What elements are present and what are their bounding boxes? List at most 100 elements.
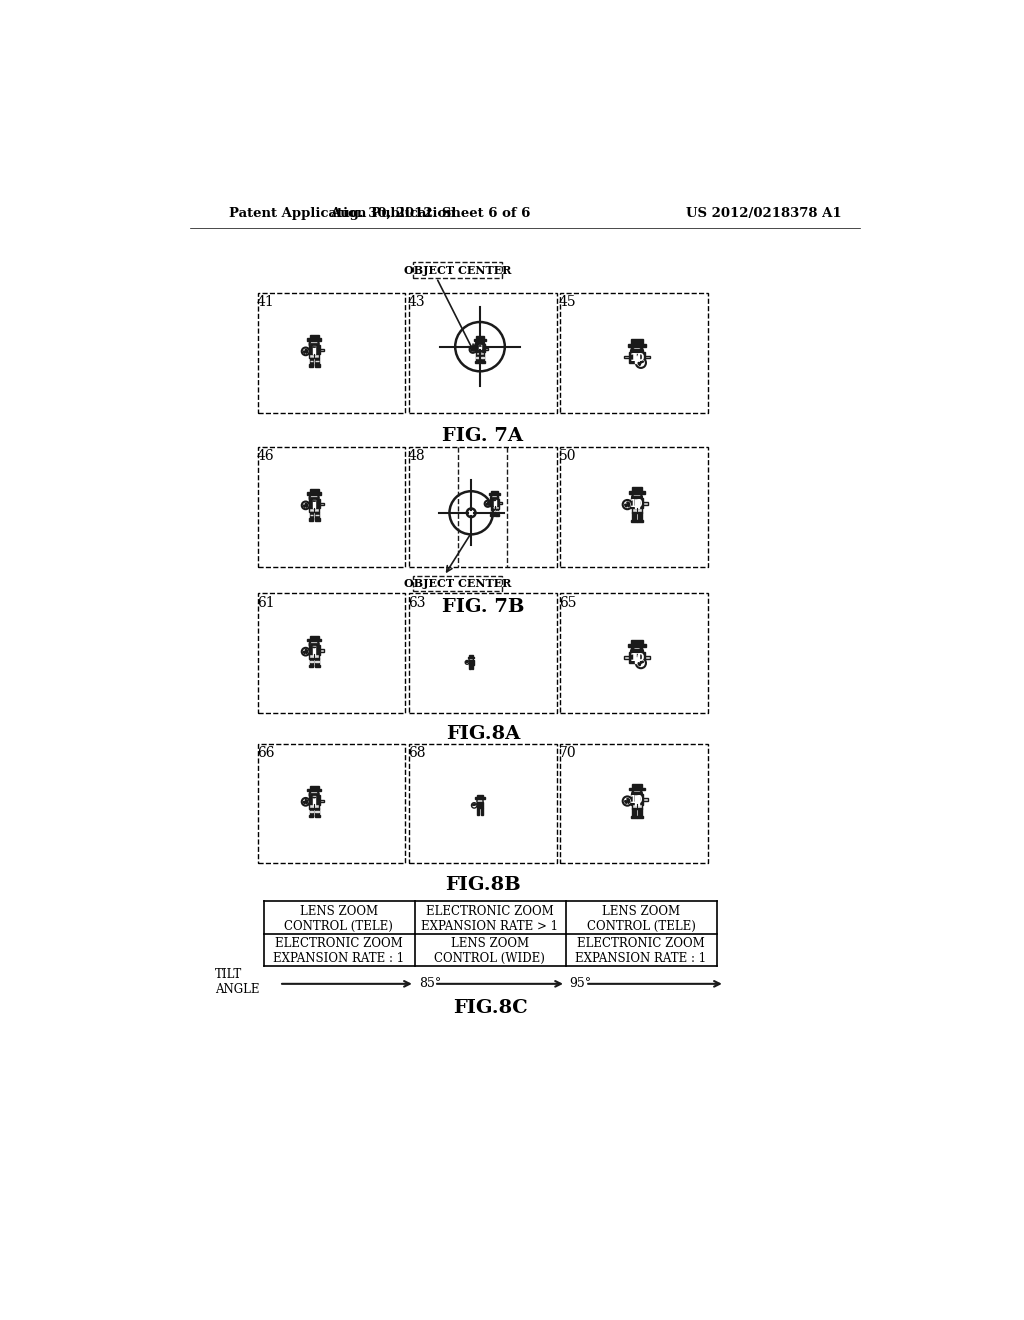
Text: ELECTRONIC ZOOM
EXPANSION RATE > 1: ELECTRONIC ZOOM EXPANSION RATE > 1 — [422, 904, 558, 932]
Circle shape — [631, 647, 643, 657]
Bar — [308, 645, 319, 655]
Bar — [472, 347, 475, 350]
Wedge shape — [486, 503, 487, 506]
Bar — [307, 639, 322, 642]
Text: 43: 43 — [408, 296, 425, 309]
Text: ELECTRONIC ZOOM
EXPANSION RATE : 1: ELECTRONIC ZOOM EXPANSION RATE : 1 — [273, 937, 404, 965]
Bar — [632, 808, 636, 817]
Circle shape — [484, 500, 490, 507]
Bar — [630, 352, 645, 363]
Bar — [315, 814, 319, 817]
Text: 95°: 95° — [569, 977, 592, 990]
Wedge shape — [628, 801, 630, 804]
Bar — [308, 665, 313, 667]
Wedge shape — [640, 360, 643, 363]
Wedge shape — [305, 800, 307, 801]
Bar — [309, 512, 313, 519]
Bar — [481, 808, 483, 814]
Text: 61: 61 — [257, 595, 274, 610]
Wedge shape — [305, 351, 308, 354]
Bar — [308, 345, 319, 355]
Text: 10: 10 — [630, 653, 645, 663]
Bar — [496, 508, 499, 515]
Bar — [630, 788, 645, 791]
Text: 65: 65 — [559, 595, 577, 610]
Bar — [309, 358, 313, 366]
Bar — [630, 491, 645, 494]
Circle shape — [490, 494, 499, 502]
Circle shape — [309, 789, 318, 799]
Text: FIG.8B: FIG.8B — [445, 875, 521, 894]
Circle shape — [476, 339, 484, 347]
Bar — [496, 515, 499, 516]
Bar — [258, 743, 406, 863]
Bar — [319, 800, 324, 801]
Text: US 2012/0218378 A1: US 2012/0218378 A1 — [686, 207, 842, 220]
Text: 50: 50 — [559, 449, 577, 463]
Wedge shape — [305, 503, 307, 506]
Bar — [304, 649, 308, 652]
Bar — [643, 799, 648, 801]
Bar — [309, 657, 313, 665]
Wedge shape — [303, 651, 305, 653]
Wedge shape — [638, 663, 641, 665]
Bar — [315, 358, 318, 366]
Bar — [414, 263, 503, 277]
Bar — [631, 816, 637, 818]
Circle shape — [636, 358, 646, 368]
Bar — [410, 594, 557, 713]
Circle shape — [631, 346, 643, 358]
Bar — [469, 655, 473, 657]
Bar — [319, 649, 324, 652]
Bar — [414, 576, 503, 591]
Bar — [307, 338, 322, 341]
Wedge shape — [487, 504, 489, 506]
Bar — [625, 355, 630, 358]
Bar — [645, 355, 650, 358]
Bar — [626, 502, 631, 504]
Bar — [258, 293, 406, 412]
Bar — [490, 499, 499, 506]
Wedge shape — [473, 350, 475, 351]
Bar — [308, 499, 319, 508]
Text: OBJECT CENTER: OBJECT CENTER — [404, 264, 511, 276]
Wedge shape — [472, 347, 474, 350]
Circle shape — [302, 799, 309, 805]
Bar — [315, 808, 318, 816]
Text: 10: 10 — [630, 499, 644, 508]
Text: 46: 46 — [257, 449, 274, 463]
Bar — [475, 360, 479, 363]
Bar — [638, 512, 642, 520]
Wedge shape — [305, 801, 308, 804]
Bar — [490, 508, 494, 515]
Bar — [476, 337, 484, 339]
Bar — [309, 335, 318, 338]
Bar — [309, 653, 319, 659]
Bar — [631, 498, 643, 508]
Wedge shape — [305, 350, 307, 351]
Text: 41: 41 — [257, 296, 274, 309]
Circle shape — [469, 657, 473, 661]
Bar — [410, 743, 557, 863]
Bar — [410, 293, 557, 412]
Circle shape — [471, 803, 477, 808]
Circle shape — [470, 346, 476, 352]
Bar — [636, 652, 639, 663]
Bar — [315, 519, 319, 521]
Text: Patent Application Publication: Patent Application Publication — [228, 207, 456, 220]
Wedge shape — [640, 660, 643, 663]
Text: LENS ZOOM
CONTROL (TELE): LENS ZOOM CONTROL (TELE) — [587, 904, 695, 932]
Bar — [560, 743, 708, 863]
Bar — [631, 520, 637, 521]
Circle shape — [632, 492, 642, 503]
Bar — [636, 795, 639, 805]
Circle shape — [632, 789, 642, 799]
Circle shape — [309, 640, 318, 649]
Bar — [632, 784, 642, 788]
Bar — [307, 789, 322, 791]
Bar — [484, 347, 488, 350]
Circle shape — [309, 339, 318, 348]
Bar — [472, 664, 473, 669]
Text: 85°: 85° — [419, 977, 441, 990]
Circle shape — [477, 799, 483, 804]
